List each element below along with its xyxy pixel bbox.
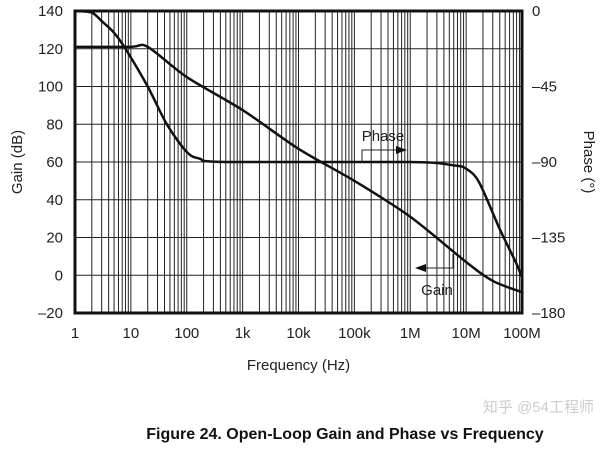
y2-tick-label: –45 — [532, 79, 557, 96]
gain-annotation-leader — [422, 254, 454, 269]
gain-arrow-icon — [415, 264, 426, 272]
phase-annotation-leader — [361, 149, 400, 162]
y-axis-label: Gain (dB) — [9, 130, 26, 194]
y-tick-label: 60 — [46, 154, 63, 171]
x-tick-label: 10 — [123, 325, 140, 342]
gain-annotation-label: Gain — [421, 282, 453, 299]
y-tick-label: 40 — [46, 192, 63, 209]
x-tick-label: 10k — [286, 325, 311, 342]
x-tick-label: 1M — [400, 325, 421, 342]
phase-annotation-label: Phase — [362, 128, 405, 145]
phase-curve — [74, 9, 524, 279]
phase-arrow-icon — [396, 146, 407, 154]
x-tick-label: 1 — [71, 325, 79, 342]
x-axis-label: Frequency (Hz) — [247, 357, 350, 374]
y2-tick-label: –90 — [532, 154, 557, 171]
y2-axis-label: Phase (°) — [580, 131, 597, 194]
y-tick-label: 120 — [38, 41, 63, 58]
gain-curve — [74, 43, 523, 294]
x-tick-label: 100 — [174, 325, 199, 342]
y-tick-label: 140 — [38, 3, 63, 20]
x-tick-label: 100k — [338, 325, 371, 342]
y-tick-label: 0 — [55, 267, 63, 284]
plot-frame — [73, 9, 524, 315]
y-tick-label: 20 — [46, 230, 63, 247]
y-tick-label: –20 — [38, 305, 63, 322]
y2-tick-label: –135 — [532, 230, 565, 247]
y2-tick-label: 0 — [532, 3, 540, 20]
y-tick-label: 80 — [46, 116, 63, 133]
figure-caption: Figure 24. Open-Loop Gain and Phase vs F… — [146, 426, 544, 443]
x-tick-label: 1k — [235, 325, 251, 342]
x-tick-label: 10M — [452, 325, 481, 342]
y2-tick-label: –180 — [532, 305, 565, 322]
y-tick-label: 100 — [38, 79, 63, 96]
watermark: 知乎 @54工程师 — [482, 399, 594, 416]
x-tick-label: 100M — [503, 325, 541, 342]
